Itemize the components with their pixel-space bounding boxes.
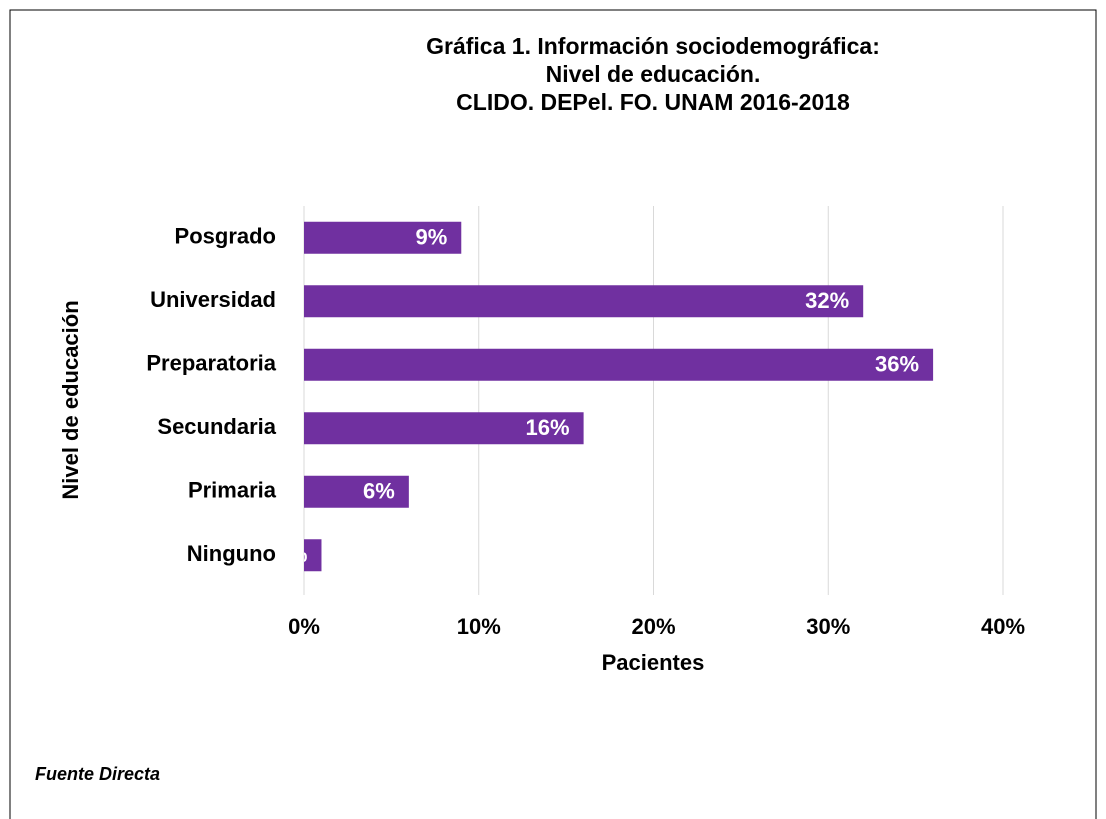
data-label: 36% (875, 352, 919, 377)
data-label: 6% (363, 479, 395, 504)
x-tick-label: 30% (806, 614, 850, 639)
bar (304, 412, 584, 445)
bar (304, 348, 934, 381)
chart-title: Nivel de educación. (546, 61, 761, 87)
y-tick-label: Primaria (188, 478, 277, 503)
chart-title: Gráfica 1. Información sociodemográfica: (426, 33, 880, 59)
y-tick-label: Secundaria (157, 414, 276, 439)
y-tick-label: Ninguno (187, 541, 276, 566)
x-tick-label: 20% (631, 614, 675, 639)
y-tick-label: Posgrado (175, 224, 276, 249)
chart-title: CLIDO. DEPel. FO. UNAM 2016-2018 (456, 89, 850, 115)
frame (9, 9, 1097, 819)
data-label: 16% (526, 415, 570, 440)
x-tick-label: 0% (288, 614, 320, 639)
data-label: 9% (415, 225, 447, 250)
bar (304, 221, 462, 254)
x-tick-label: 40% (981, 614, 1025, 639)
y-tick-label: Preparatoria (146, 351, 276, 376)
bar (304, 475, 409, 508)
y-axis-title: Nivel de educación (58, 300, 83, 499)
x-axis-title: Pacientes (602, 650, 705, 675)
data-label: 32% (805, 288, 849, 313)
source-note: Fuente Directa (35, 764, 160, 784)
bar (304, 285, 864, 318)
data-label: 1% (276, 542, 308, 567)
y-tick-label: Universidad (150, 287, 276, 312)
bar (304, 539, 322, 572)
x-tick-label: 10% (457, 614, 501, 639)
